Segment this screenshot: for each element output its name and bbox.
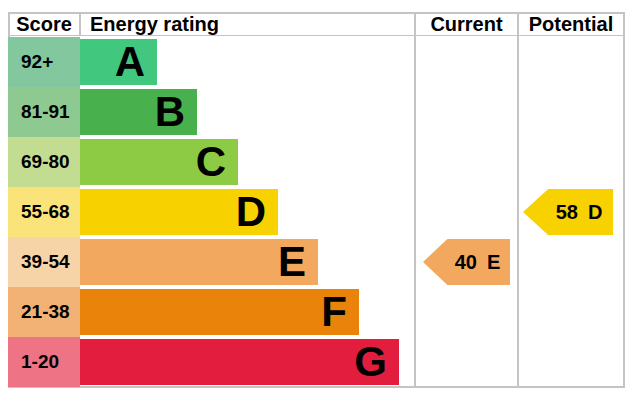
rating-bar-c: C	[80, 139, 238, 185]
score-range-e: 39-54	[8, 237, 80, 287]
score-column-header: Score	[8, 12, 80, 36]
rating-bar-e: E	[80, 239, 318, 285]
band-row-b: 81-91B	[8, 87, 624, 137]
current-rating-band: E	[487, 251, 500, 274]
score-range-f: 21-38	[8, 287, 80, 337]
potential-rating-band: D	[588, 201, 602, 224]
rating-bar-b: B	[80, 89, 197, 135]
band-row-a: 92+A	[8, 37, 624, 87]
band-row-g: 1-20G	[8, 337, 624, 387]
rating-bar-g: G	[80, 339, 399, 385]
epc-energy-rating-chart: Score Energy rating Current Potential 92…	[0, 0, 642, 409]
band-row-c: 69-80C	[8, 137, 624, 187]
rating-bar-d: D	[80, 189, 278, 235]
score-range-c: 69-80	[8, 137, 80, 187]
band-row-f: 21-38F	[8, 287, 624, 337]
current-column-header: Current	[415, 12, 518, 36]
band-row-e: 39-54E	[8, 237, 624, 287]
energy-rating-column-header: Energy rating	[80, 12, 415, 36]
potential-column-header: Potential	[518, 12, 624, 36]
rating-bar-f: F	[80, 289, 359, 335]
score-range-g: 1-20	[8, 337, 80, 387]
current-rating-value: 40	[455, 251, 477, 274]
score-range-a: 92+	[8, 37, 80, 87]
rating-bar-a: A	[80, 39, 157, 85]
score-range-b: 81-91	[8, 87, 80, 137]
score-range-d: 55-68	[8, 187, 80, 237]
potential-rating-value: 58	[556, 201, 578, 224]
